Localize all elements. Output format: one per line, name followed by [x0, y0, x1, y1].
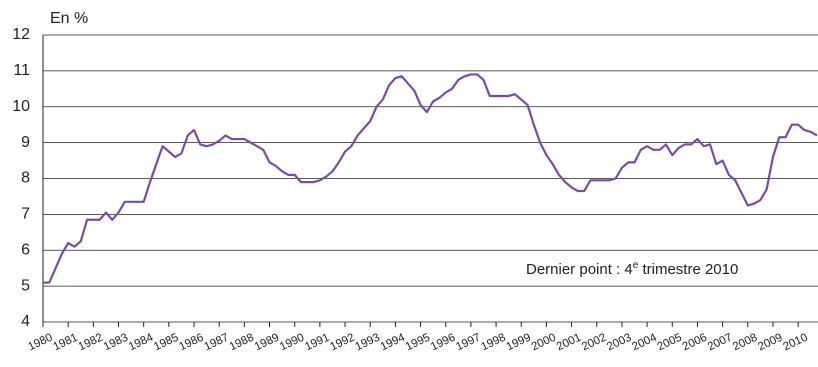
x-tick-label: 1989: [253, 332, 281, 354]
annotation-text: trimestre 2010: [638, 261, 738, 278]
x-tick-label: 2002: [580, 332, 608, 354]
x-tick-label: 1983: [102, 332, 130, 354]
y-tick-label: 5: [21, 277, 30, 294]
x-tick-label: 2009: [756, 332, 784, 354]
x-tick-label: 1987: [202, 332, 230, 354]
y-tick-label: 4: [21, 313, 30, 330]
x-tick-label: 2006: [681, 332, 709, 354]
x-tick-label: 1981: [51, 332, 79, 354]
y-axis-label: En %: [50, 10, 88, 27]
x-tick-label: 2010: [781, 332, 809, 354]
x-tick-label: 1995: [404, 332, 432, 354]
y-tick-label: 6: [21, 241, 30, 258]
x-tick-label: 2001: [555, 332, 583, 354]
x-tick-label: 1996: [429, 332, 457, 354]
y-tick-label: 10: [12, 98, 30, 115]
x-tick-label: 1991: [303, 332, 331, 354]
x-tick-label: 1990: [278, 332, 306, 354]
x-tick-label: 2005: [656, 332, 684, 354]
y-tick-label: 9: [21, 134, 30, 151]
annotation-text: Dernier point : 4: [526, 261, 633, 278]
x-tick-label: 1980: [26, 332, 54, 354]
data-line: [43, 73, 818, 284]
annotation-sup: e: [633, 260, 639, 271]
x-tick-label: 1992: [328, 332, 356, 354]
x-tick-label: 1986: [177, 332, 205, 354]
y-tick-label: 8: [21, 170, 30, 187]
x-tick-label: 1998: [479, 332, 507, 354]
y-tick-label: 7: [21, 206, 30, 223]
y-tick-label: 12: [12, 26, 30, 43]
x-tick-label: 1999: [505, 332, 533, 354]
x-tick-label: 2007: [706, 332, 734, 354]
x-tick-label: 2003: [605, 332, 633, 354]
x-tick-label: 1988: [228, 332, 256, 354]
x-tick-label: 2008: [731, 332, 759, 354]
x-tick-label: 1982: [77, 332, 105, 354]
y-tick-label: 11: [13, 62, 30, 79]
x-tick-label: 1985: [152, 332, 180, 354]
x-tick-label: 2000: [530, 332, 558, 354]
annotation: Dernier point : 4e trimestre 2010: [526, 260, 738, 278]
x-tick-label: 1993: [354, 332, 382, 354]
x-tick-label: 1997: [454, 332, 482, 354]
